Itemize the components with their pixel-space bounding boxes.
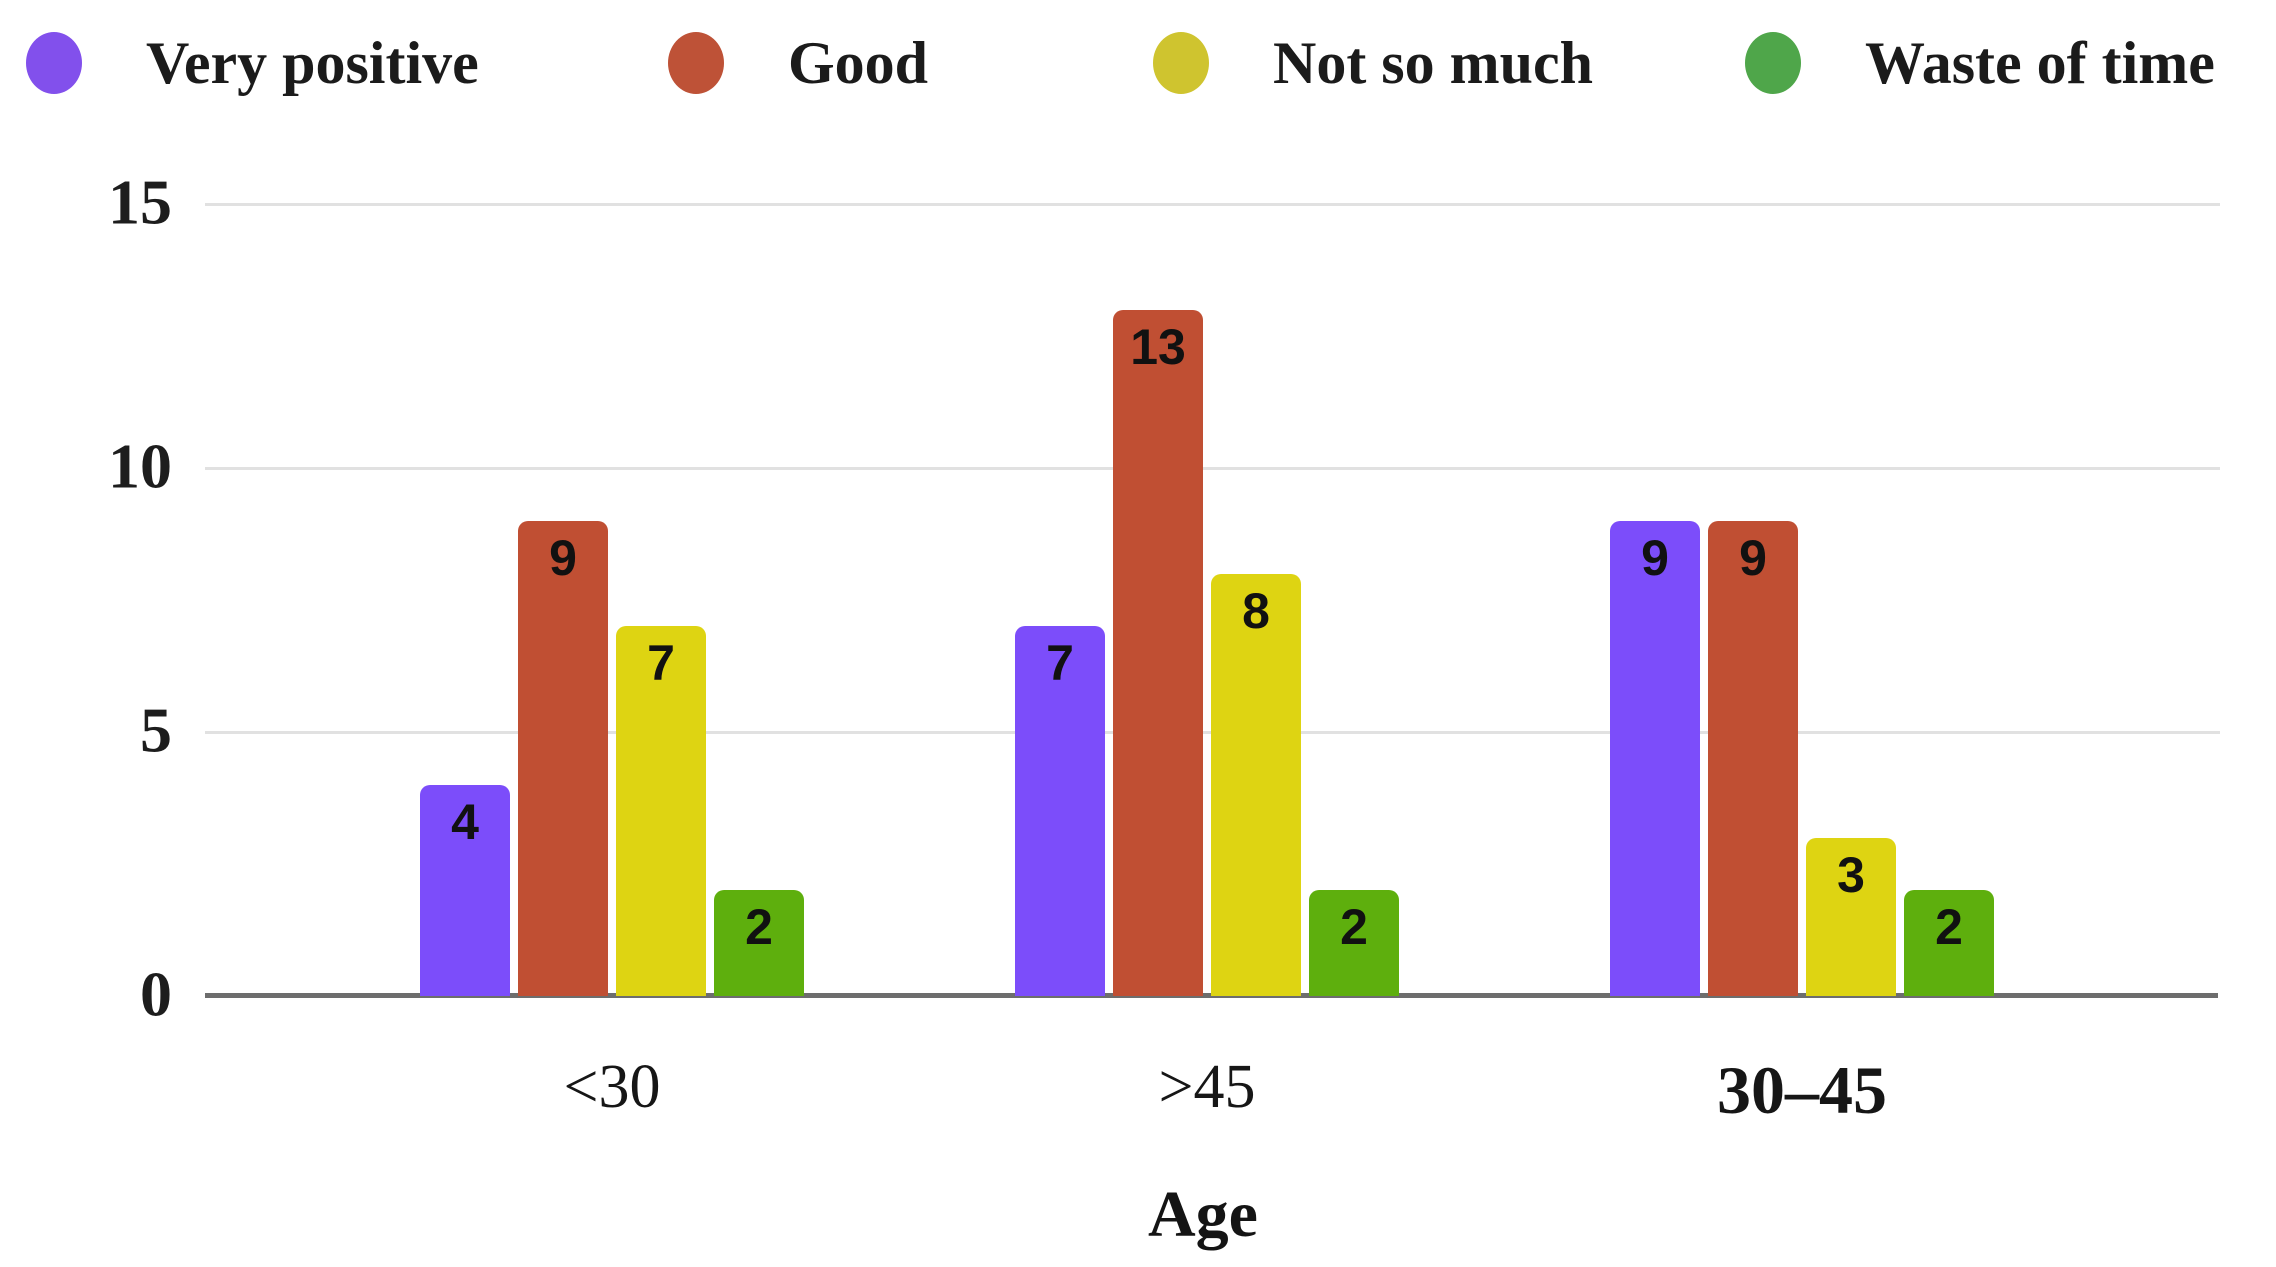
bar-value-label: 2 bbox=[1935, 899, 1963, 955]
y-tick-label: 0 bbox=[140, 958, 172, 1030]
bar: 7 bbox=[1015, 626, 1105, 996]
bar: 8 bbox=[1211, 574, 1301, 996]
legend-label: Not so much bbox=[1273, 30, 1594, 96]
legend-item: Waste of time bbox=[1745, 20, 2215, 106]
bar-value-label: 9 bbox=[1641, 530, 1669, 586]
bar: 13 bbox=[1113, 310, 1203, 996]
legend-item: Very positive bbox=[26, 20, 479, 106]
legend-dot-icon bbox=[668, 32, 724, 94]
bar-value-label: 9 bbox=[549, 530, 577, 586]
bar: 4 bbox=[420, 785, 510, 996]
gridline bbox=[205, 203, 2220, 206]
bar: 7 bbox=[616, 626, 706, 996]
y-tick-label: 15 bbox=[108, 166, 172, 238]
legend-item: Not so much bbox=[1153, 20, 1593, 106]
legend-label: Good bbox=[788, 30, 929, 96]
legend-label: Waste of time bbox=[1865, 30, 2215, 96]
bar: 9 bbox=[518, 521, 608, 996]
y-tick-label: 10 bbox=[108, 430, 172, 502]
legend-label: Very positive bbox=[146, 30, 479, 96]
bar-value-label: 9 bbox=[1739, 530, 1767, 586]
x-axis-title: Age bbox=[1148, 1178, 1258, 1251]
bar-value-label: 7 bbox=[1046, 635, 1074, 691]
legend-item: Good bbox=[668, 20, 928, 106]
x-category-label: >45 bbox=[1158, 1053, 1256, 1121]
bar-value-label: 2 bbox=[745, 899, 773, 955]
y-tick-label: 5 bbox=[140, 694, 172, 766]
bar-value-label: 7 bbox=[647, 635, 675, 691]
legend-dot-icon bbox=[1745, 32, 1801, 94]
gridline bbox=[205, 467, 2220, 470]
bar: 9 bbox=[1610, 521, 1700, 996]
x-category-label: <30 bbox=[563, 1053, 661, 1121]
bar-value-label: 2 bbox=[1340, 899, 1368, 955]
bar-value-label: 8 bbox=[1242, 583, 1270, 639]
bar-value-label: 3 bbox=[1837, 847, 1865, 903]
x-category-label: 30–45 bbox=[1717, 1052, 1887, 1128]
bar: 2 bbox=[714, 890, 804, 996]
bar: 9 bbox=[1708, 521, 1798, 996]
bar: 3 bbox=[1806, 838, 1896, 996]
bar: 2 bbox=[1309, 890, 1399, 996]
bar-value-label: 13 bbox=[1130, 319, 1186, 375]
bar-value-label: 4 bbox=[451, 794, 479, 850]
legend-dot-icon bbox=[26, 32, 82, 94]
legend-dot-icon bbox=[1153, 32, 1209, 94]
bar: 2 bbox=[1904, 890, 1994, 996]
